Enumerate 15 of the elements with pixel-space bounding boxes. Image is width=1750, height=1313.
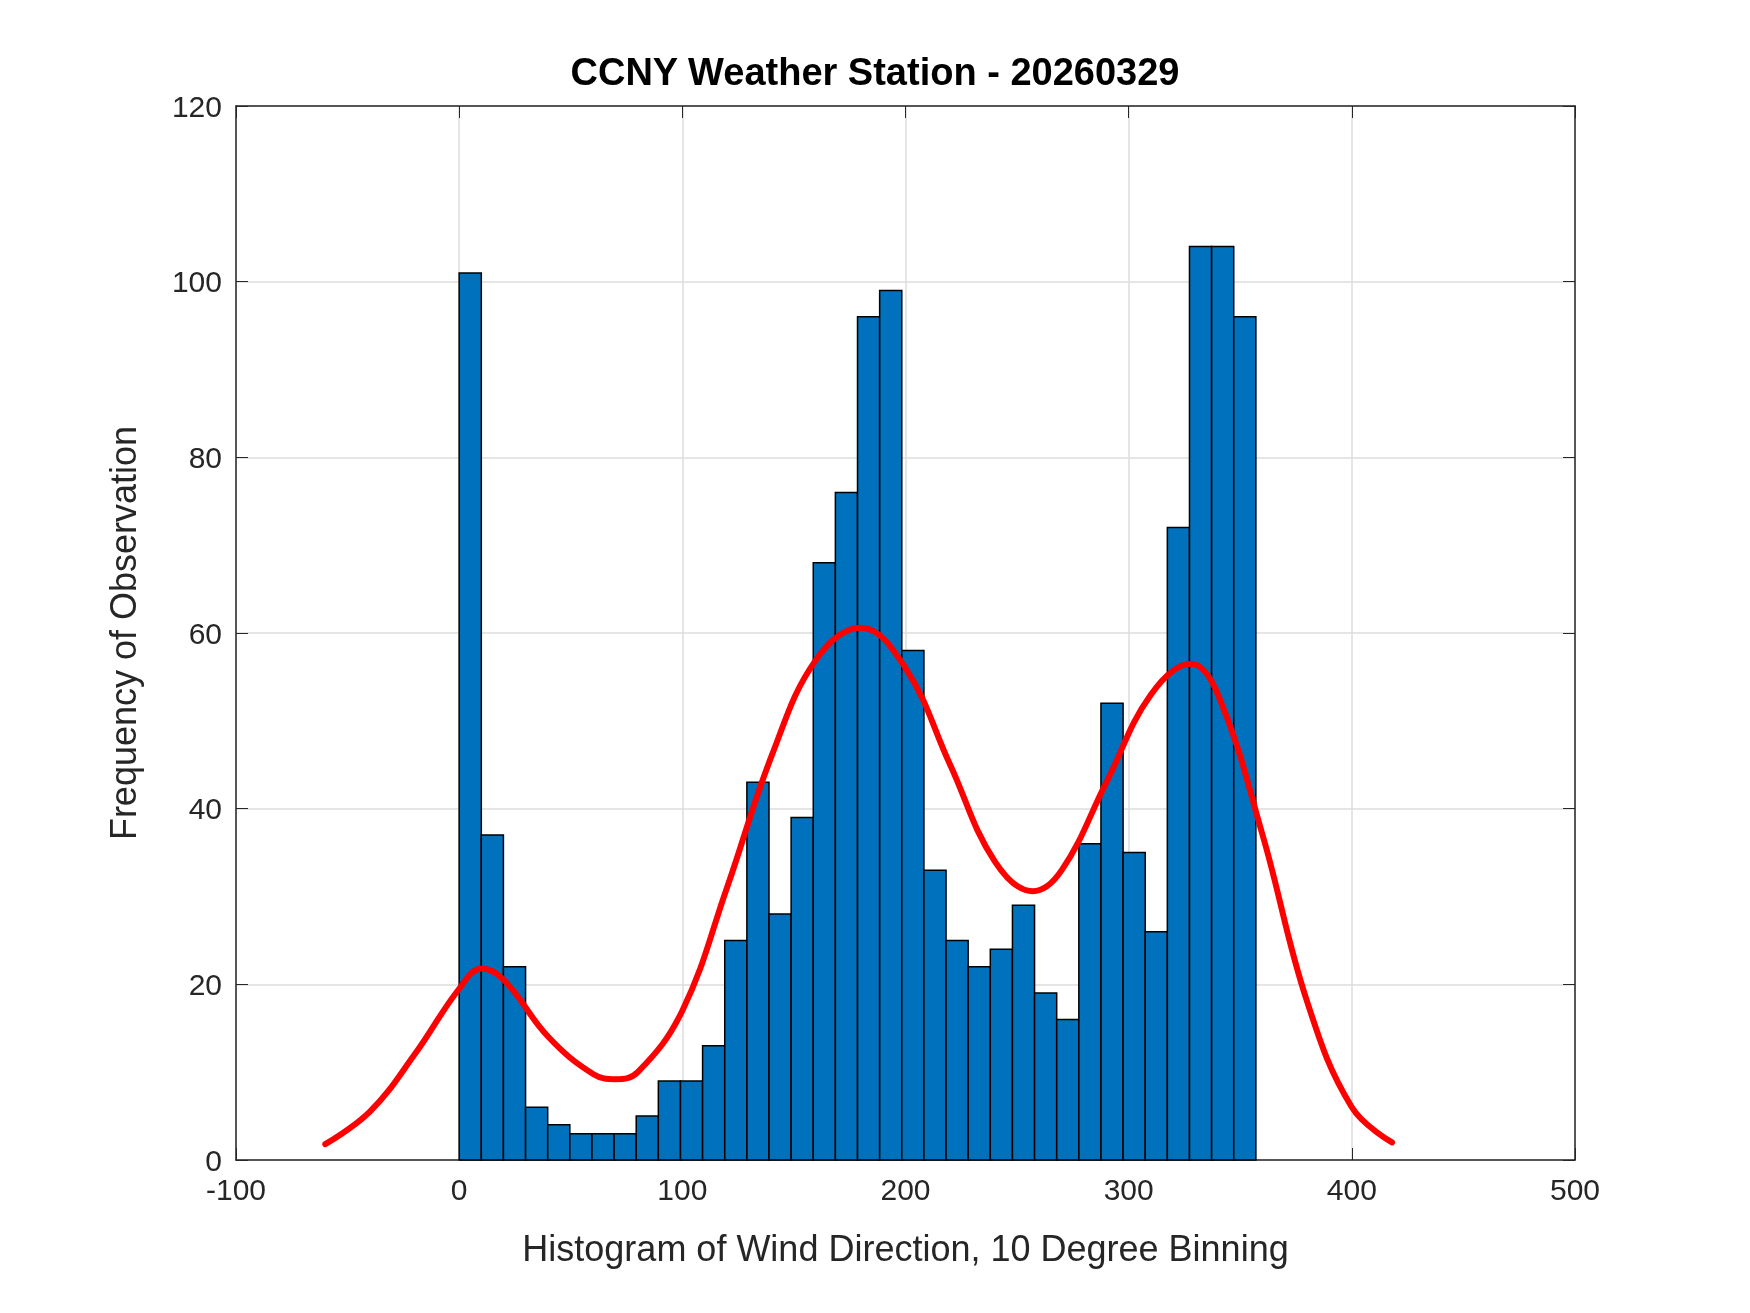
x-tick-label: 100 [657,1172,708,1206]
x-axis-title: Histogram of Wind Direction, 10 Degree Binning [522,1227,1289,1269]
y-tick-label: 120 [171,89,222,123]
y-axis-title: Frequency of Observation [102,425,144,841]
y-tick-label: 20 [188,967,222,1001]
x-tick-label: 200 [880,1172,931,1206]
y-tick-label: 100 [171,265,222,299]
x-tick-label: 500 [1549,1172,1601,1206]
y-tick-label: 40 [188,792,222,826]
x-tick-label: 400 [1326,1172,1377,1206]
chart-title: CCNY Weather Station - 20260329 [570,51,1180,93]
x-tick-label: 300 [1103,1172,1154,1206]
x-tick-label: 0 [450,1172,468,1206]
y-tick-label: 80 [188,440,222,474]
y-tick-label: 60 [188,616,222,650]
